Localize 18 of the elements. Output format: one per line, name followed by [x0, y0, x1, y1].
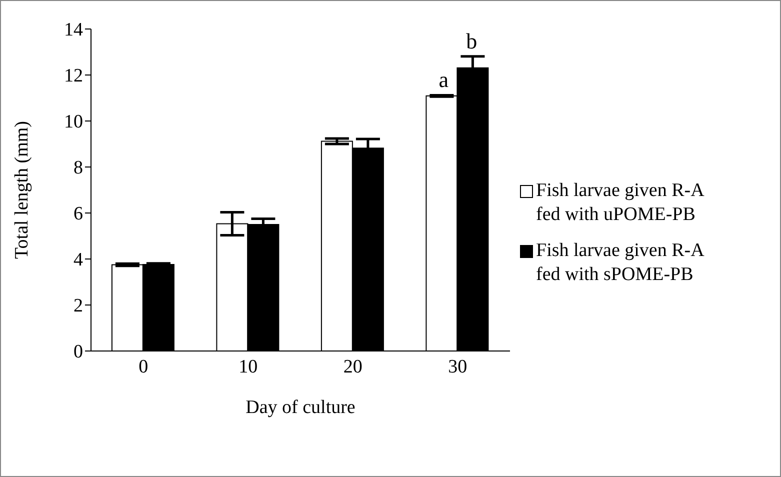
legend-label: Fish larvae given R-A fed with uPOME-PB: [536, 178, 705, 226]
legend-label: Fish larvae given R-A fed with sPOME-PB: [536, 238, 705, 286]
y-tick-label: 2: [74, 296, 83, 317]
x-tick-label: 0: [138, 356, 148, 378]
y-tick-label: 14: [64, 20, 84, 41]
annotation: b: [466, 28, 478, 54]
y-tick-label: 0: [74, 342, 83, 363]
x-axis-title: Day of culture: [246, 397, 356, 418]
x-tick-label: 30: [448, 356, 468, 378]
y-tick-label: 12: [64, 66, 83, 87]
annotation: a: [438, 67, 449, 92]
x-tick-label: 10: [238, 356, 258, 378]
x-tick-label: 20: [343, 356, 362, 378]
y-tick-label: 6: [74, 204, 83, 225]
y-tick-label: 4: [74, 250, 84, 271]
y-tick-label: 8: [74, 158, 83, 179]
y-axis-title: Total length (mm): [12, 121, 33, 259]
y-tick-label: 10: [64, 112, 83, 133]
